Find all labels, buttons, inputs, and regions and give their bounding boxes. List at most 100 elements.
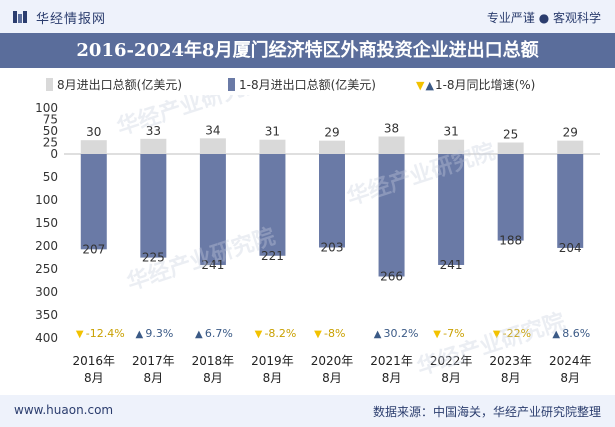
site-name: 华经情报网 [36, 12, 107, 27]
cumulative-bar [319, 154, 345, 248]
up-triangle-icon: ▲ [425, 79, 434, 92]
growth-value-label: 30.2% [384, 327, 419, 340]
y-tick-label: 350 [35, 308, 58, 322]
august-value-label: 25 [503, 127, 518, 141]
x-tick-label: 2023年 [489, 354, 532, 368]
growth-value-label: -22% [503, 327, 531, 340]
cumulative-value-label: 241 [201, 258, 224, 272]
y-tick-label: 400 [35, 331, 58, 345]
growth-value-label: 9.3% [145, 327, 173, 340]
x-tick-label: 2021年 [370, 354, 413, 368]
cumulative-bar [80, 154, 107, 250]
x-tick-label: 2018年 [192, 354, 235, 368]
x-tick-label: 8月 [441, 371, 461, 385]
y-tick-label: 200 [35, 239, 58, 253]
august-bar [259, 139, 286, 154]
august-bar [199, 138, 226, 154]
cumulative-value-label: 225 [142, 251, 165, 265]
growth-value-label: -7% [443, 327, 464, 340]
logo-icon [13, 11, 27, 23]
legend-label-growth: 1-8月同比增速(%) [434, 78, 536, 92]
y-tick-label: 250 [35, 262, 58, 276]
august-value-label: 34 [205, 123, 220, 137]
y-tick-label: 150 [35, 216, 58, 230]
x-tick-label: 2017年 [132, 354, 175, 368]
growth-down-icon: ▼ [433, 329, 441, 340]
growth-value-label: -8.2% [264, 327, 296, 340]
x-tick-label: 2016年 [73, 354, 116, 368]
august-value-label: 29 [563, 126, 578, 140]
august-value-label: 30 [86, 125, 101, 139]
august-bar [438, 139, 465, 154]
x-tick-label: 2022年 [430, 354, 473, 368]
x-tick-label: 2020年 [311, 354, 354, 368]
y-tick-label: 100 [35, 101, 58, 115]
y-tick-label: 100 [35, 193, 58, 207]
cumulative-bar [199, 154, 226, 265]
x-tick-label: 8月 [203, 371, 223, 385]
legend-item-growth: ▼▲1-8月同比增速(%) [416, 76, 535, 93]
legend-swatch-cumulative [228, 78, 235, 91]
august-bar [80, 140, 107, 154]
y-tick-label: 300 [35, 285, 58, 299]
growth-value-label: 8.6% [562, 327, 590, 340]
growth-up-icon: ▲ [552, 329, 560, 340]
cumulative-bar [140, 154, 167, 258]
august-bar [140, 138, 167, 154]
watermark-text: 华经产业研究院 [114, 95, 269, 141]
growth-down-icon: ▼ [314, 329, 322, 340]
legend: 8月进出口总额(亿美元) 1-8月进出口总额(亿美元) ▼▲1-8月同比增速(%… [0, 76, 615, 96]
august-bar [497, 142, 524, 154]
growth-down-icon: ▼ [76, 329, 84, 340]
cumulative-value-label: 207 [82, 242, 105, 256]
y-tick-label: 25 [43, 135, 58, 149]
x-tick-label: 8月 [84, 371, 104, 385]
cumulative-value-label: 188 [499, 234, 522, 248]
cumulative-value-label: 221 [261, 249, 284, 263]
x-tick-label: 2019年 [251, 354, 294, 368]
legend-item-cumulative: 1-8月进出口总额(亿美元) [228, 76, 376, 93]
growth-value-label: -12.4% [86, 327, 125, 340]
x-tick-label: 8月 [501, 371, 521, 385]
cumulative-value-label: 241 [440, 258, 463, 272]
august-value-label: 29 [324, 126, 339, 140]
cumulative-bar [497, 154, 524, 241]
y-tick-label: 50 [43, 170, 58, 184]
x-tick-label: 8月 [263, 371, 283, 385]
footer-source: 数据来源：中国海关，华经产业研究院整理 [372, 405, 601, 419]
y-tick-label: 50 [43, 124, 58, 138]
down-triangle-icon: ▼ [416, 79, 425, 92]
x-tick-label: 8月 [560, 371, 580, 385]
legend-item-august: 8月进出口总额(亿美元) [46, 76, 182, 93]
footer-bar: www.huaon.com 数据来源：中国海关，华经产业研究院整理 [0, 395, 615, 427]
watermark-text: 华经产业研究院 [414, 308, 569, 380]
growth-up-icon: ▲ [195, 329, 203, 340]
chart-title: 2016-2024年8月厦门经济特区外商投资企业进出口总额 [0, 33, 615, 68]
x-tick-label: 2024年 [549, 354, 592, 368]
august-bar [319, 140, 345, 154]
growth-value-label: -8% [324, 327, 345, 340]
august-value-label: 33 [146, 124, 161, 138]
legend-swatch-august [46, 78, 53, 91]
growth-value-label: 6.7% [205, 327, 233, 340]
header-bar: 华经情报网 专业严谨 ● 客观科学 [0, 0, 615, 33]
august-bar [557, 140, 584, 154]
cumulative-value-label: 266 [380, 269, 403, 283]
legend-label-cumulative: 1-8月进出口总额(亿美元) [239, 78, 376, 92]
y-tick-label: 75 [43, 112, 58, 126]
cumulative-bar [259, 154, 286, 256]
growth-up-icon: ▲ [135, 329, 143, 340]
cumulative-bar [438, 154, 465, 265]
august-bar [378, 136, 405, 154]
cumulative-bar [557, 154, 584, 248]
watermark-text: 华经产业研究院 [344, 138, 499, 210]
legend-label-august: 8月进出口总额(亿美元) [57, 78, 182, 92]
growth-down-icon: ▼ [493, 329, 501, 340]
august-value-label: 38 [384, 122, 399, 136]
growth-up-icon: ▲ [374, 329, 382, 340]
august-value-label: 31 [443, 125, 458, 139]
cumulative-bar [378, 154, 405, 277]
cumulative-value-label: 204 [559, 241, 582, 255]
growth-down-icon: ▼ [255, 329, 263, 340]
